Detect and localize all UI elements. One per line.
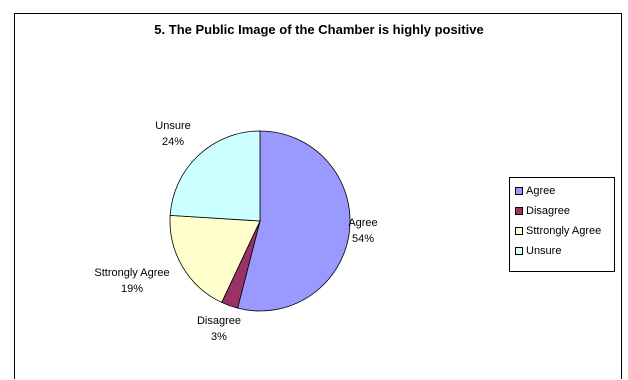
legend-swatch-agree (515, 187, 523, 195)
legend-item-strongly-agree: Sttrongly Agree (515, 221, 614, 241)
legend-label-agree: Agree (526, 185, 556, 197)
pie-slice-agree (237, 130, 351, 312)
slice-percent-strongly-agree: 19% (121, 283, 143, 295)
slice-label-strongly-agree: Sttrongly Agree (94, 267, 169, 279)
legend-label-unsure: Unsure (526, 245, 562, 257)
chart-title: 5. The Public Image of the Chamber is hi… (154, 22, 484, 37)
chart-legend: Agree Disagree Sttrongly Agree Unsure (509, 177, 615, 272)
pie-chart: Agree 54% Disagree 3% Sttrongly Agree 19% Unsu… (94, 120, 377, 343)
slice-percent-agree: 54% (352, 233, 374, 245)
pie-slice-strongly-agree (169, 214, 261, 303)
slice-percent-disagree: 3% (211, 331, 227, 343)
legend-label-disagree: Disagree (526, 205, 571, 217)
legend-item-agree: Agree (515, 181, 614, 201)
slice-label-disagree: Disagree (197, 315, 241, 327)
pie-slice-unsure (169, 130, 261, 222)
legend-label-strongly-agree: Sttrongly Agree (526, 225, 602, 237)
slice-percent-unsure: 24% (162, 136, 184, 148)
chart-area: 5. The Public Image of the Chamber is hi… (14, 13, 622, 379)
legend-swatch-disagree (515, 207, 523, 215)
slice-label-agree: Agree (348, 217, 377, 229)
legend-item-unsure: Unsure (515, 241, 614, 261)
legend-swatch-strongly-agree (515, 227, 523, 235)
slice-label-unsure: Unsure (155, 120, 190, 132)
legend-item-disagree: Disagree (515, 201, 614, 221)
legend-swatch-unsure (515, 247, 523, 255)
